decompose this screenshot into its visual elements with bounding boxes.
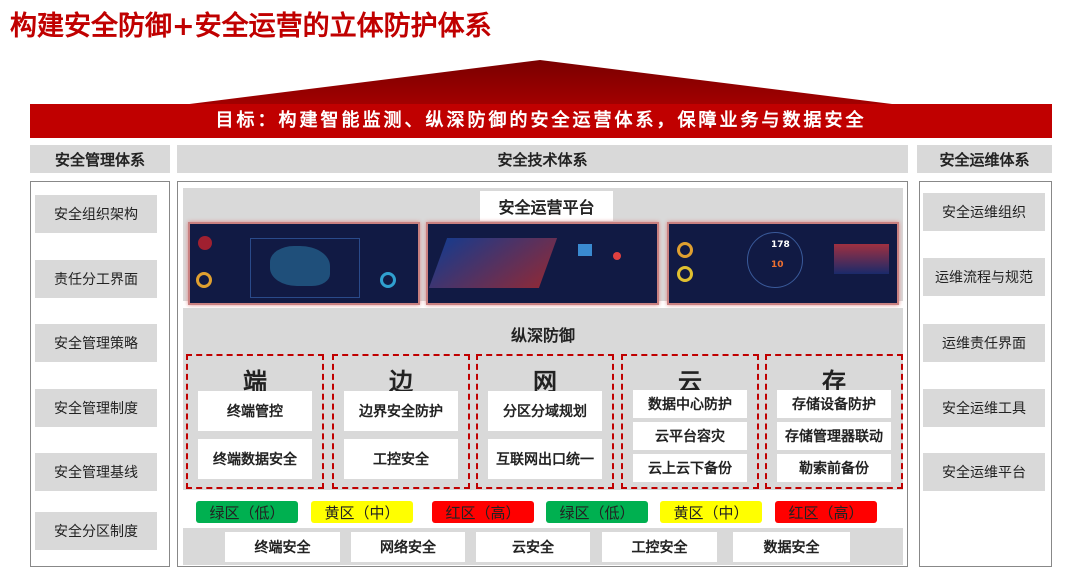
defense-item: 云平台容灾 bbox=[633, 422, 747, 450]
defense-item: 边界安全防护 bbox=[344, 391, 458, 431]
operations-item: 安全运维工具 bbox=[923, 389, 1045, 427]
zone-badge: 黄区（中） bbox=[311, 501, 413, 523]
domain-item: 数据安全 bbox=[733, 532, 850, 562]
zone-badge: 红区（高） bbox=[432, 501, 534, 523]
zone-badge: 红区（高） bbox=[775, 501, 877, 523]
management-panel bbox=[30, 181, 170, 567]
defense-item: 终端数据安全 bbox=[198, 439, 312, 479]
domain-item: 云安全 bbox=[476, 532, 590, 562]
operations-item: 运维流程与规范 bbox=[923, 258, 1045, 296]
defense-column-端 bbox=[186, 354, 324, 489]
defense-item: 工控安全 bbox=[344, 439, 458, 479]
operations-item: 运维责任界面 bbox=[923, 324, 1045, 362]
defense-column-存 bbox=[765, 354, 903, 489]
defense-item: 勒索前备份 bbox=[777, 454, 891, 482]
defense-item: 终端管控 bbox=[198, 391, 312, 431]
management-item: 安全管理制度 bbox=[35, 389, 157, 427]
defense-item: 云上云下备份 bbox=[633, 454, 747, 482]
defense-item: 互联网出口统一 bbox=[488, 439, 602, 479]
goal-banner-text: 目标：构建智能监测、纵深防御的安全运营体系，保障业务与数据安全 bbox=[215, 110, 867, 131]
zone-badge: 绿区（低） bbox=[196, 501, 298, 523]
zone-badge: 绿区（低） bbox=[546, 501, 648, 523]
defense-item: 数据中心防护 bbox=[633, 390, 747, 418]
stat-value-2: 10 bbox=[771, 260, 784, 270]
operations-panel bbox=[919, 181, 1052, 567]
page-title: 构建安全防御+安全运营的立体防护体系 bbox=[10, 11, 492, 42]
right-header: 安全运维体系 bbox=[917, 145, 1052, 173]
dashboard-screen-stats: 178 10 bbox=[667, 222, 899, 305]
dashboard-screen-topology bbox=[426, 222, 659, 305]
dashboard-screen-map bbox=[188, 222, 420, 305]
defense-column-网 bbox=[476, 354, 614, 489]
technology-panel bbox=[177, 181, 908, 567]
domain-item: 工控安全 bbox=[602, 532, 717, 562]
left-header: 安全管理体系 bbox=[30, 145, 170, 173]
operations-item: 安全运维平台 bbox=[923, 453, 1045, 491]
management-item: 安全管理基线 bbox=[35, 453, 157, 491]
defense-item: 存储管理器联动 bbox=[777, 422, 891, 450]
defense-title: 纵深防御 bbox=[510, 326, 575, 345]
defense-column-边 bbox=[332, 354, 470, 489]
roof-banner bbox=[30, 60, 1052, 138]
defense-item: 分区分域规划 bbox=[488, 391, 602, 431]
center-header: 安全技术体系 bbox=[177, 145, 908, 173]
domain-item: 终端安全 bbox=[225, 532, 340, 562]
operations-item: 安全运维组织 bbox=[923, 193, 1045, 231]
management-item: 安全管理策略 bbox=[35, 324, 157, 362]
management-item: 安全分区制度 bbox=[35, 512, 157, 550]
domain-item: 网络安全 bbox=[351, 532, 465, 562]
stat-value-1: 178 bbox=[771, 240, 790, 250]
defense-column-云 bbox=[621, 354, 759, 489]
management-item: 安全组织架构 bbox=[35, 195, 157, 233]
defense-item: 存储设备防护 bbox=[777, 390, 891, 418]
zone-badge: 黄区（中） bbox=[660, 501, 762, 523]
management-item: 责任分工界面 bbox=[35, 260, 157, 298]
platform-title: 安全运营平台 bbox=[480, 191, 613, 221]
